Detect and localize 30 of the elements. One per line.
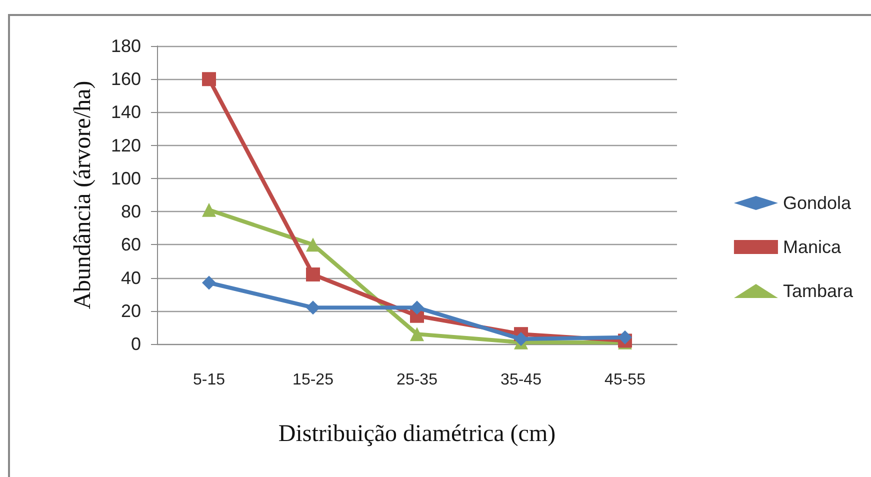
x-tick-label: 25-35	[396, 372, 438, 388]
y-tick-label: 140	[110, 102, 141, 122]
point	[306, 267, 320, 282]
y-tick-label: 20	[120, 300, 141, 321]
x-tick-label: 35-45	[500, 372, 542, 388]
point	[410, 327, 424, 342]
x-tick-label: 45-55	[604, 372, 646, 388]
point	[202, 202, 216, 217]
y-tick-label: 0	[130, 334, 141, 354]
x-tick-label: 5-15	[192, 372, 226, 388]
point	[306, 238, 320, 252]
y-tick-label: 160	[110, 69, 141, 90]
point	[618, 330, 632, 344]
y-tick-label: 60	[120, 234, 141, 255]
y-tick-label: 180	[110, 36, 141, 56]
legend-label: Gondola	[782, 193, 852, 213]
y-axis-title: Abundância (árvore/ha)	[70, 80, 96, 310]
legend-label: Tambara	[782, 281, 854, 301]
y-tick-label: 120	[110, 135, 141, 156]
point	[410, 300, 424, 315]
point	[306, 300, 320, 315]
y-tick-label: 100	[110, 168, 141, 188]
x-axis-title: Distribuição diamétrica (cm)	[278, 421, 556, 447]
point	[202, 72, 216, 86]
x-tick-label: 15-25	[292, 372, 334, 388]
y-tick-label: 40	[120, 268, 141, 288]
y-tick-label: 80	[120, 202, 141, 222]
point	[202, 276, 216, 290]
point	[514, 332, 528, 346]
legend-label: Manica	[782, 237, 842, 257]
